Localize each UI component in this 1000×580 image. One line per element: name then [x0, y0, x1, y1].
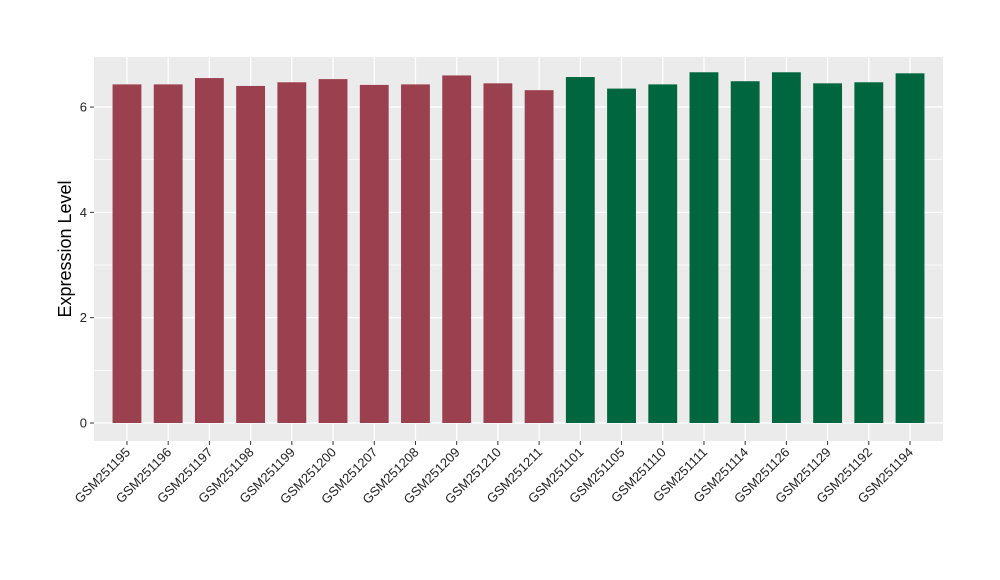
bar-GSM251197 [194, 78, 224, 423]
bar-GSM251198 [236, 85, 266, 424]
bar-GSM251194 [895, 73, 925, 423]
bar-GSM251211 [524, 90, 554, 424]
bar-GSM251129 [813, 83, 843, 423]
bar-GSM251195 [112, 84, 142, 424]
y-tick-label: 4 [80, 205, 87, 220]
bar-GSM251101 [565, 77, 595, 424]
y-axis-title: Expression Level [55, 180, 75, 317]
y-tick-label: 2 [80, 310, 87, 325]
bar-GSM251110 [648, 84, 678, 424]
bar-GSM251207 [359, 84, 389, 423]
bar-GSM251126 [771, 72, 801, 423]
y-tick-label: 0 [80, 416, 87, 431]
bar-GSM251111 [689, 72, 719, 423]
bar-GSM251208 [401, 84, 430, 424]
bar-GSM251199 [277, 82, 307, 423]
bar-GSM251200 [318, 79, 348, 424]
x-axis: GSM251195GSM251196GSM251197GSM251198GSM2… [72, 441, 916, 507]
y-tick-label: 6 [80, 100, 87, 115]
minor-gridlines [94, 159, 943, 371]
plot-panel [94, 57, 943, 441]
bar-GSM251210 [483, 83, 513, 423]
bars [112, 72, 925, 424]
bar-GSM251105 [607, 88, 636, 424]
bar-GSM251209 [442, 75, 472, 424]
bar-GSM251196 [153, 84, 183, 424]
bar-GSM251114 [730, 81, 760, 423]
y-axis: 0 2 4 6 [80, 100, 94, 431]
bar-GSM251192 [854, 82, 884, 423]
